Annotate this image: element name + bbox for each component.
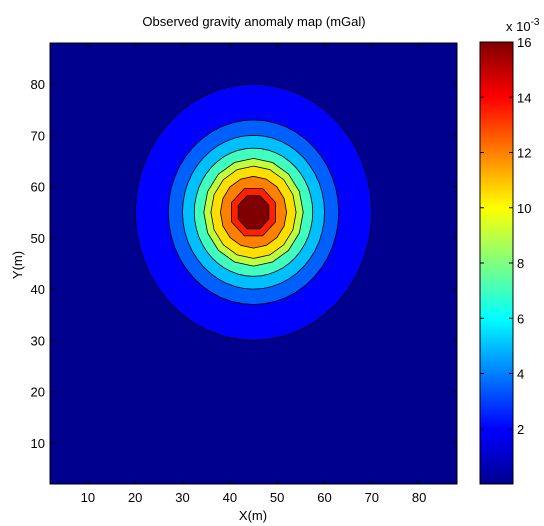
y-axis-ticks: 10 20 30 40 50 60 70 80	[31, 77, 457, 451]
colorbar-ticks: 2 4 6 8 10 12 14 16	[480, 35, 531, 437]
y-tick-label: 50	[31, 231, 45, 246]
colorbar: 2 4 6 8 10 12 14 16 x 10-3	[479, 17, 540, 485]
colorbar-tick-label: 14	[517, 90, 531, 105]
y-tick-label: 80	[31, 77, 45, 92]
x-axis-ticks: 10 20 30 40 50 60 70 80	[81, 43, 426, 505]
y-tick-label: 70	[31, 128, 45, 143]
y-tick-label: 60	[31, 180, 45, 195]
x-tick-label: 20	[128, 490, 142, 505]
y-tick-label: 40	[31, 282, 45, 297]
colorbar-exponent: x 10-3	[506, 17, 540, 34]
x-axis-label: X(m)	[239, 508, 267, 523]
y-tick-label: 10	[31, 436, 45, 451]
chart-title: Observed gravity anomaly map (mGal)	[142, 14, 365, 29]
plot-frame	[49, 42, 458, 485]
x-tick-label: 10	[81, 490, 95, 505]
x-tick-label: 40	[223, 490, 237, 505]
colorbar-tick-label: 2	[517, 422, 524, 437]
y-tick-label: 30	[31, 333, 45, 348]
y-tick-label: 20	[31, 385, 45, 400]
colorbar-tick-label: 6	[517, 311, 524, 326]
x-tick-label: 60	[317, 490, 331, 505]
x-tick-label: 80	[412, 490, 426, 505]
y-axis-label: Y(m)	[10, 251, 25, 279]
x-tick-label: 30	[175, 490, 189, 505]
colorbar-tick-label: 8	[517, 256, 524, 271]
colorbar-tick-label: 4	[517, 367, 524, 382]
colorbar-gradient	[479, 41, 514, 485]
x-tick-label: 50	[270, 490, 284, 505]
contour-band-9	[237, 195, 270, 230]
colorbar-tick-label: 12	[517, 146, 531, 161]
plot-area: 10 20 30 40 50 60 70 80 10 20 30 40 50 60 70 80	[31, 42, 458, 505]
colorbar-tick-label: 16	[517, 35, 531, 50]
contour-layer	[134, 83, 373, 341]
x-tick-label: 70	[365, 490, 379, 505]
colorbar-tick-label: 10	[517, 201, 531, 216]
